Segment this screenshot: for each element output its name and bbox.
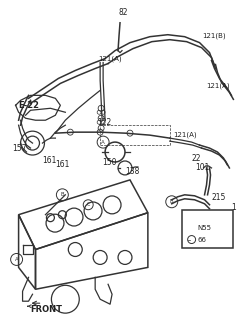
- Text: 1: 1: [231, 203, 236, 212]
- Text: 138: 138: [125, 167, 139, 176]
- Text: A: A: [101, 140, 105, 145]
- Text: 22: 22: [192, 154, 201, 163]
- Text: 161: 161: [43, 156, 57, 164]
- Text: 215: 215: [211, 193, 226, 202]
- Text: 157: 157: [13, 144, 27, 153]
- Text: N55: N55: [198, 225, 212, 231]
- Bar: [100, 125, 170, 145]
- Text: 101: 101: [196, 164, 210, 172]
- Text: C: C: [86, 202, 90, 207]
- Text: 161: 161: [55, 160, 70, 170]
- Text: 121(A): 121(A): [206, 82, 230, 89]
- Text: 121(B): 121(B): [203, 32, 226, 39]
- Text: 122: 122: [97, 118, 111, 127]
- Text: A: A: [15, 257, 18, 262]
- Text: B: B: [170, 199, 174, 204]
- Text: E-22: E-22: [19, 101, 40, 110]
- Text: 150: 150: [102, 158, 117, 167]
- Text: 121(A): 121(A): [98, 55, 122, 62]
- Text: 121(A): 121(A): [173, 132, 196, 138]
- Text: B: B: [61, 192, 64, 197]
- Bar: [182, 210, 233, 247]
- Text: FRONT: FRONT: [31, 305, 62, 314]
- Text: 66: 66: [198, 236, 207, 243]
- Text: 82: 82: [118, 8, 127, 17]
